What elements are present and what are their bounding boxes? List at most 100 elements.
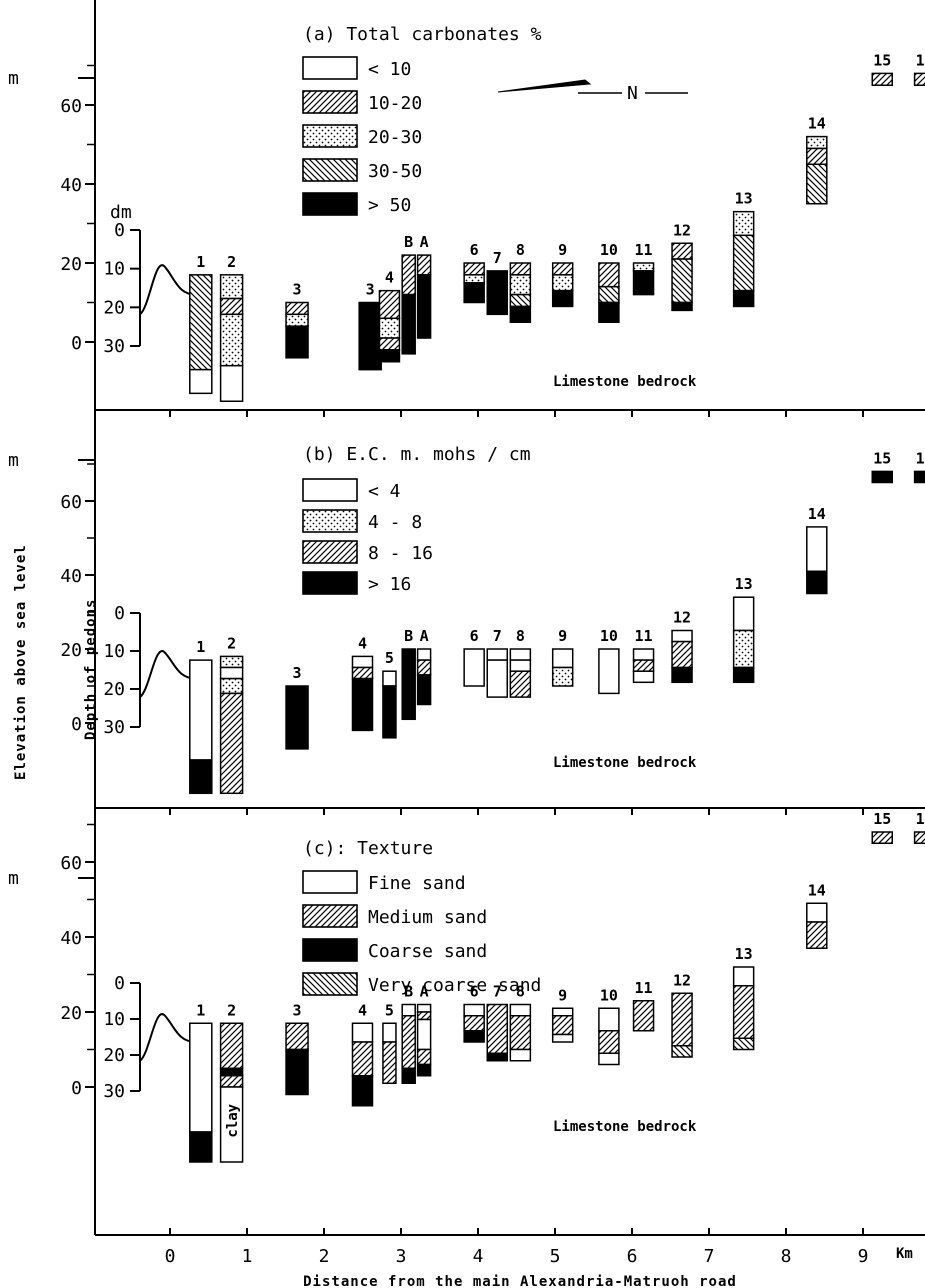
pedon-column-3: 3: [285, 664, 309, 750]
pedon-column-8: 8: [509, 627, 532, 698]
pedon-horizon: [285, 1022, 309, 1051]
pedon-column-2: 2: [219, 1001, 244, 1163]
depth-tick-label: 30: [103, 1081, 125, 1102]
pedon-horizon: [463, 1003, 485, 1017]
pedon-column-16: 16: [913, 449, 925, 484]
legend-swatch: [302, 972, 358, 996]
legend-label: 8 - 16: [368, 543, 433, 564]
pedon-column-3: 3: [285, 1001, 309, 1096]
pedon-column-9: 9: [551, 627, 574, 687]
pedon-label: 13: [735, 945, 753, 963]
panel-legend: < 4 4 - 8 8 - 16 > 16: [302, 478, 433, 595]
pedon-label: 3: [293, 281, 302, 299]
pedon-horizon: [732, 985, 755, 1039]
legend-swatch: [302, 56, 358, 80]
pedon-horizon: [913, 831, 925, 844]
pedon-horizon: [632, 262, 655, 272]
pedon-label: B: [404, 233, 413, 251]
pedon-horizon: [671, 301, 693, 312]
pedon-column-16: 16: [913, 810, 925, 844]
pedon-horizon: [598, 1052, 620, 1066]
pedon-column-8: 8: [509, 241, 532, 324]
pedon-column-2: 2: [219, 253, 244, 403]
pedon-horizon: [551, 1033, 574, 1043]
elevation-axis: m 60 40 20 0: [8, 823, 95, 1099]
pedon-column-6: 6: [463, 627, 485, 687]
legend-label: 10-20: [368, 93, 422, 114]
depth-tick-label: 20: [103, 679, 125, 700]
pedon-horizon: [632, 670, 655, 684]
x-axis-title: Distance from the main Alexandria-Matruo…: [303, 1274, 737, 1288]
pedon-horizon: [351, 666, 374, 680]
depth-tick-label: 20: [103, 1045, 125, 1066]
bedrock-label: Limestone bedrock: [553, 374, 697, 390]
x-tick-label: 8: [781, 1246, 792, 1267]
depth-tick-label: 10: [103, 1009, 125, 1030]
pedon-column-4: 4: [351, 1001, 374, 1107]
pedon-label: 7: [493, 983, 502, 1001]
pedon-column-12: 12: [671, 221, 693, 312]
panel-legend: Fine sand Medium sand Coarse sand Very coar…: [302, 870, 541, 996]
pedon-label: 7: [493, 627, 502, 645]
pedon-label: 10: [600, 986, 618, 1004]
pedon-horizon: [598, 1007, 620, 1032]
pedon-horizon: [219, 1075, 244, 1088]
legend-swatch: [302, 90, 358, 114]
pedon-horizon: [871, 831, 893, 844]
pedon-horizon: [358, 301, 382, 371]
legend-label: 20-30: [368, 127, 422, 148]
pedon-label: 15: [873, 51, 891, 69]
pedon-column-11: 11: [632, 979, 655, 1032]
pedon-horizon: [285, 685, 309, 750]
pedon-column-14: 14: [806, 505, 828, 595]
pedon-horizon: [551, 274, 574, 292]
pedon-horizon: [871, 72, 893, 87]
pedon-horizon: [382, 670, 397, 687]
pedon-column-A: A: [416, 627, 432, 706]
legend-swatch: [302, 509, 358, 533]
pedon-horizon: [416, 648, 432, 661]
elevation-tick-label: 0: [71, 1078, 82, 1099]
pedon-column-13: 13: [732, 190, 755, 308]
elevation-tick-label: 60: [60, 853, 82, 874]
legend-swatch: [302, 938, 358, 962]
elevation-unit-label: m: [8, 868, 19, 889]
pedon-horizon: [351, 655, 374, 669]
pedon-label: A: [420, 627, 429, 645]
pedon-horizon: [509, 659, 532, 672]
elevation-tick-label: 60: [60, 96, 82, 117]
pedon-label: 11: [635, 627, 653, 645]
pedon-horizon: [219, 274, 244, 300]
pedon-horizon: [416, 254, 432, 276]
pedon-horizon: [351, 1041, 374, 1077]
pedon-column-B: B: [401, 627, 416, 721]
elevation-unit-label: m: [8, 450, 19, 471]
panel-electrical-conductivity: m 60 40 20 0 0 10 20 30 (b) E.C. m. mohs / cm < 4 4…: [8, 444, 925, 795]
pedon-horizon: [463, 1030, 485, 1043]
x-tick-label: 9: [858, 1246, 869, 1267]
pedon-horizon: [806, 135, 828, 150]
pedon-label: 8: [516, 627, 525, 645]
panel-divider-ticks: [169, 410, 864, 815]
pedon-label: 5: [385, 1001, 394, 1019]
pedon-horizon: [732, 596, 755, 632]
pedon-column-6: 6: [463, 241, 485, 304]
pedon-horizon: [219, 692, 244, 795]
legend-label: < 4: [368, 481, 401, 502]
pedon-horizon: [509, 648, 532, 661]
pedon-horizon: [416, 274, 432, 339]
pedon-column-7: 7: [486, 983, 508, 1062]
pedon-column-4: 4: [351, 634, 374, 732]
pedon-column-6: 6: [463, 983, 485, 1043]
pedon-horizon: [632, 659, 655, 672]
pedon-label: B: [404, 983, 413, 1001]
pedon-horizon: [401, 254, 416, 296]
pedon-horizon: [732, 966, 755, 987]
pedon-horizon: [463, 262, 485, 276]
pedon-horizon: [382, 1022, 397, 1043]
panel-texture: m 60 40 20 0 0 10 20 30 (c): Texture Fine sand Medi…: [8, 810, 925, 1163]
pedon-horizon: [551, 289, 574, 308]
pedon-horizon: [416, 1048, 432, 1066]
